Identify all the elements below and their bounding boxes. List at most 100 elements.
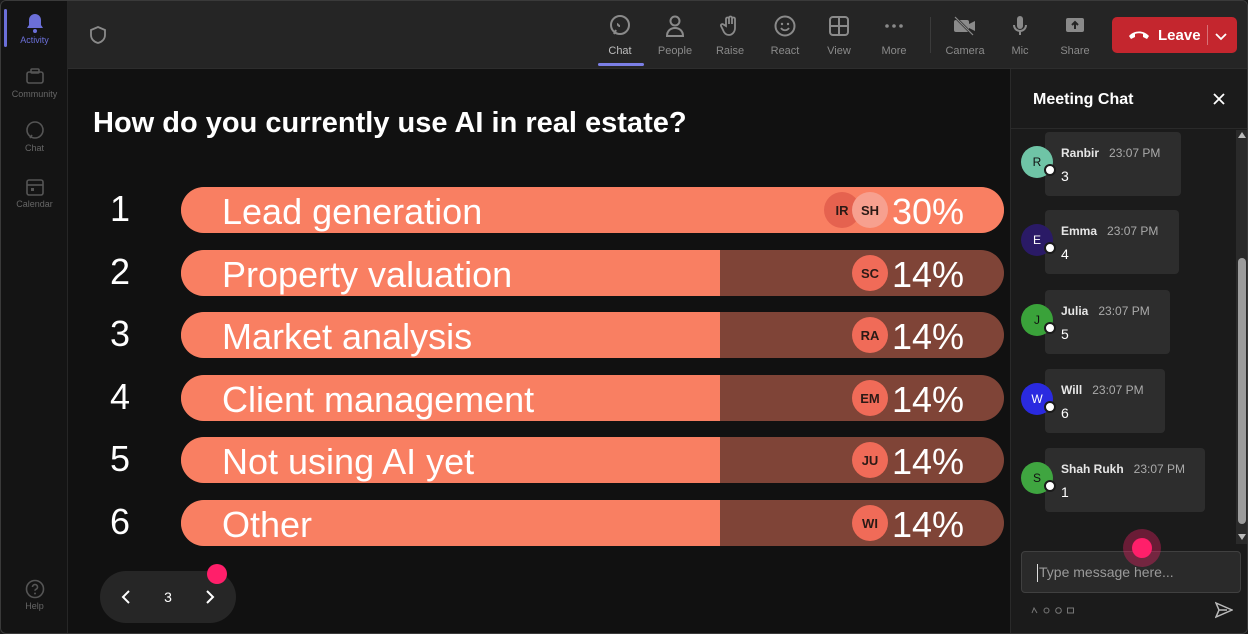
scroll-down-arrow[interactable]	[1238, 534, 1246, 540]
rail-item-chat[interactable]: Chat	[1, 121, 68, 153]
camera-off-icon	[952, 13, 978, 39]
voter-avatars: IR SH	[824, 192, 888, 228]
poll-option-percent: 14%	[891, 316, 964, 357]
toolbar-more-button[interactable]: More	[868, 13, 920, 57]
poll-option-fill	[181, 500, 720, 546]
poll-option-bar[interactable]: Market analysis RA 14%	[181, 312, 1004, 358]
rail-item-label: Calendar	[16, 199, 53, 209]
close-icon[interactable]	[1211, 91, 1227, 107]
message-time: 23:07 PM	[1107, 224, 1159, 238]
option-number: 4	[109, 376, 131, 417]
message-time: 23:07 PM	[1109, 146, 1161, 160]
message-text: 1	[1061, 484, 1069, 500]
mic-icon	[1007, 13, 1033, 39]
chat-icon	[607, 13, 633, 39]
toolbar-chat-button[interactable]: Chat	[594, 13, 646, 57]
poll-option-fill	[181, 312, 720, 358]
message-author: Emma	[1061, 224, 1098, 238]
toolbar-mic-button[interactable]: Mic	[994, 13, 1046, 57]
poll-option-label: Market analysis	[222, 316, 473, 357]
chat-scrollbar[interactable]	[1236, 130, 1247, 544]
chevron-left-icon[interactable]	[116, 587, 136, 607]
poll-option-fill	[181, 250, 720, 296]
poll-option-percent: 14%	[891, 379, 964, 420]
chat-title: Meeting Chat	[1033, 91, 1134, 108]
chevron-down-icon[interactable]	[1214, 29, 1228, 41]
hang-up-icon	[1128, 28, 1150, 42]
leave-divider	[1207, 25, 1208, 45]
emoji-icon[interactable]	[1055, 601, 1062, 614]
toolbar-view-button[interactable]: View	[813, 13, 865, 57]
more-dots-icon	[881, 13, 907, 39]
voter-avatars: RA	[852, 317, 888, 353]
option-number: 3	[109, 313, 131, 354]
toolbar-button-label: React	[770, 45, 800, 57]
toolbar-button-label: People	[657, 45, 693, 57]
message-text: 5	[1061, 326, 1069, 342]
people-icon	[662, 13, 688, 39]
poll-option-label: Not using AI yet	[222, 441, 475, 482]
message-bubble: Shah Rukh 23:07 PM 1	[1045, 448, 1205, 512]
chat-message-list[interactable]: Ranbir 23:07 PM 3 R Emma 23:07 PM 4 E Julia 23:07…	[1011, 130, 1247, 544]
leave-button[interactable]: Leave	[1112, 17, 1237, 53]
message-bubble: Emma 23:07 PM 4	[1045, 210, 1179, 274]
text-caret	[1037, 564, 1038, 582]
toolbar-button-label: Mic	[1011, 45, 1029, 57]
gif-icon[interactable]	[1067, 601, 1074, 614]
rail-item-label: Chat	[24, 143, 44, 153]
message-header: Will 23:07 PM	[1061, 381, 1149, 399]
toolbar-raise-button[interactable]: Raise	[704, 13, 756, 57]
message-input[interactable]	[1022, 552, 1240, 592]
rail-item-community[interactable]: Community	[1, 67, 68, 99]
rail-item-activity[interactable]: Activity	[1, 13, 68, 45]
poll-option-bar[interactable]: Property valuation SC 14%	[181, 250, 1004, 296]
toolbar-camera-button[interactable]: Camera	[939, 13, 991, 57]
toolbar-react-button[interactable]: React	[759, 13, 811, 57]
rail-item-label: Activity	[20, 35, 49, 45]
message-text: 4	[1061, 246, 1069, 262]
attach-icon[interactable]	[1043, 601, 1050, 614]
poll-option-bar[interactable]: Not using AI yet JU 14%	[181, 437, 1004, 483]
rail-item-help[interactable]: Help	[1, 579, 68, 611]
message-time: 23:07 PM	[1092, 383, 1144, 397]
poll-option-label: Other	[222, 504, 313, 545]
send-icon[interactable]	[1214, 601, 1234, 619]
format-icon[interactable]	[1031, 601, 1038, 614]
voter-avatars: EM	[852, 380, 888, 416]
scrollbar-thumb[interactable]	[1238, 258, 1246, 524]
option-number: 1	[109, 188, 131, 229]
community-icon	[25, 67, 45, 87]
toolbar-people-button[interactable]: People	[649, 13, 701, 57]
scroll-up-arrow[interactable]	[1238, 132, 1246, 138]
presence-status-dot	[1044, 164, 1056, 176]
poll-option-fill	[181, 437, 720, 483]
poll-option-label: Lead generation	[222, 191, 483, 232]
poll-option-percent: 14%	[891, 441, 964, 482]
poll-option-bar[interactable]: Other WI 14%	[181, 500, 1004, 546]
smiley-icon	[772, 13, 798, 39]
pointer-pulse	[1123, 529, 1161, 567]
message-bubble: Will 23:07 PM 6	[1045, 369, 1165, 433]
message-author: Ranbir	[1061, 146, 1100, 160]
voter-avatar: RA	[852, 317, 888, 353]
rail-item-calendar[interactable]: Calendar	[1, 177, 68, 209]
chevron-right-icon[interactable]	[200, 587, 220, 607]
poll-option-percent: 30%	[891, 191, 964, 232]
toolbar-button-label: View	[827, 45, 851, 57]
format-toolbar	[1031, 601, 1074, 614]
toolbar-button-label: More	[881, 45, 907, 57]
voter-avatar: SH	[852, 192, 888, 228]
toolbar-share-button[interactable]: Share	[1049, 13, 1101, 57]
bell-icon	[25, 13, 45, 33]
poll-option-bar[interactable]: Lead generation IR SH 30%	[181, 187, 1004, 233]
toolbar-button-label: Camera	[945, 45, 985, 57]
message-text: 6	[1061, 405, 1069, 421]
grid-view-icon	[826, 13, 852, 39]
poll-option-bar[interactable]: Client management EM 14%	[181, 375, 1004, 421]
toolbar-button-label: Chat	[608, 45, 632, 57]
help-icon	[25, 579, 45, 599]
message-header: Emma 23:07 PM	[1061, 222, 1163, 240]
rail-item-label: Help	[25, 601, 44, 611]
voter-avatar: EM	[852, 380, 888, 416]
leave-button-label: Leave	[1158, 26, 1201, 44]
